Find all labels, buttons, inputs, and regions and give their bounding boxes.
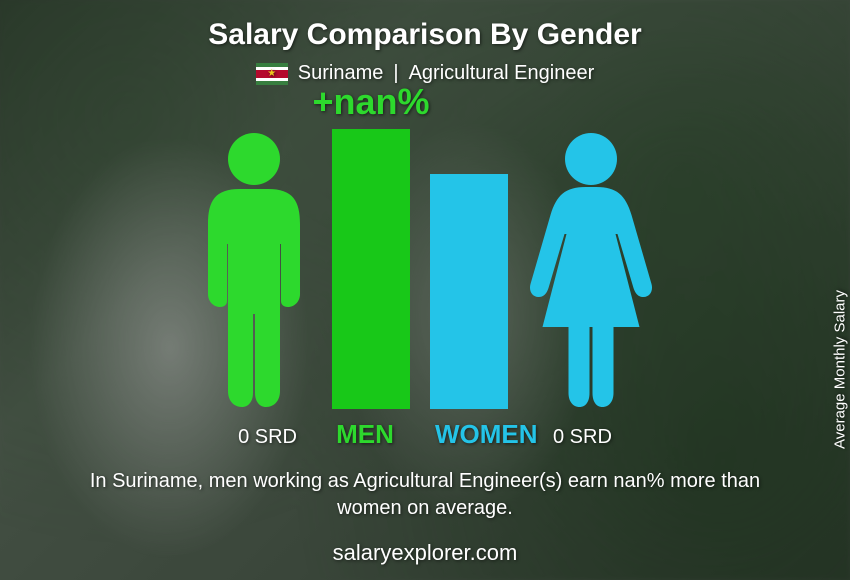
- men-label: MEN: [315, 419, 415, 450]
- women-bar: [430, 174, 508, 409]
- male-icon: [194, 129, 314, 409]
- job-label: Agricultural Engineer: [409, 62, 595, 85]
- men-labels: 0 SRD MEN: [177, 419, 415, 450]
- infographic-container: Salary Comparison By Gender ★ Suriname |…: [0, 0, 850, 580]
- pct-label: +nan%: [312, 81, 429, 123]
- y-axis-label: Average Monthly Salary: [832, 290, 849, 449]
- men-bar-col: +nan%: [332, 129, 410, 409]
- footer-link[interactable]: salaryexplorer.com: [333, 540, 518, 566]
- men-bar: +nan%: [332, 129, 410, 409]
- summary-text: In Suriname, men working as Agricultural…: [75, 468, 775, 522]
- flag-suriname-icon: ★: [256, 63, 288, 85]
- women-salary: 0 SRD: [553, 426, 673, 449]
- female-icon: [526, 129, 656, 409]
- female-figure: [526, 129, 656, 409]
- women-label: WOMEN: [435, 419, 535, 450]
- labels-row: 0 SRD MEN WOMEN 0 SRD: [30, 419, 820, 450]
- chart-area: +nan%: [30, 105, 820, 409]
- male-figure: [194, 129, 314, 409]
- men-salary: 0 SRD: [177, 426, 297, 449]
- women-bar-col: [430, 174, 508, 409]
- men-group: +nan%: [194, 129, 410, 409]
- women-labels: WOMEN 0 SRD: [435, 419, 673, 450]
- women-group: [430, 129, 656, 409]
- page-title: Salary Comparison By Gender: [208, 18, 641, 52]
